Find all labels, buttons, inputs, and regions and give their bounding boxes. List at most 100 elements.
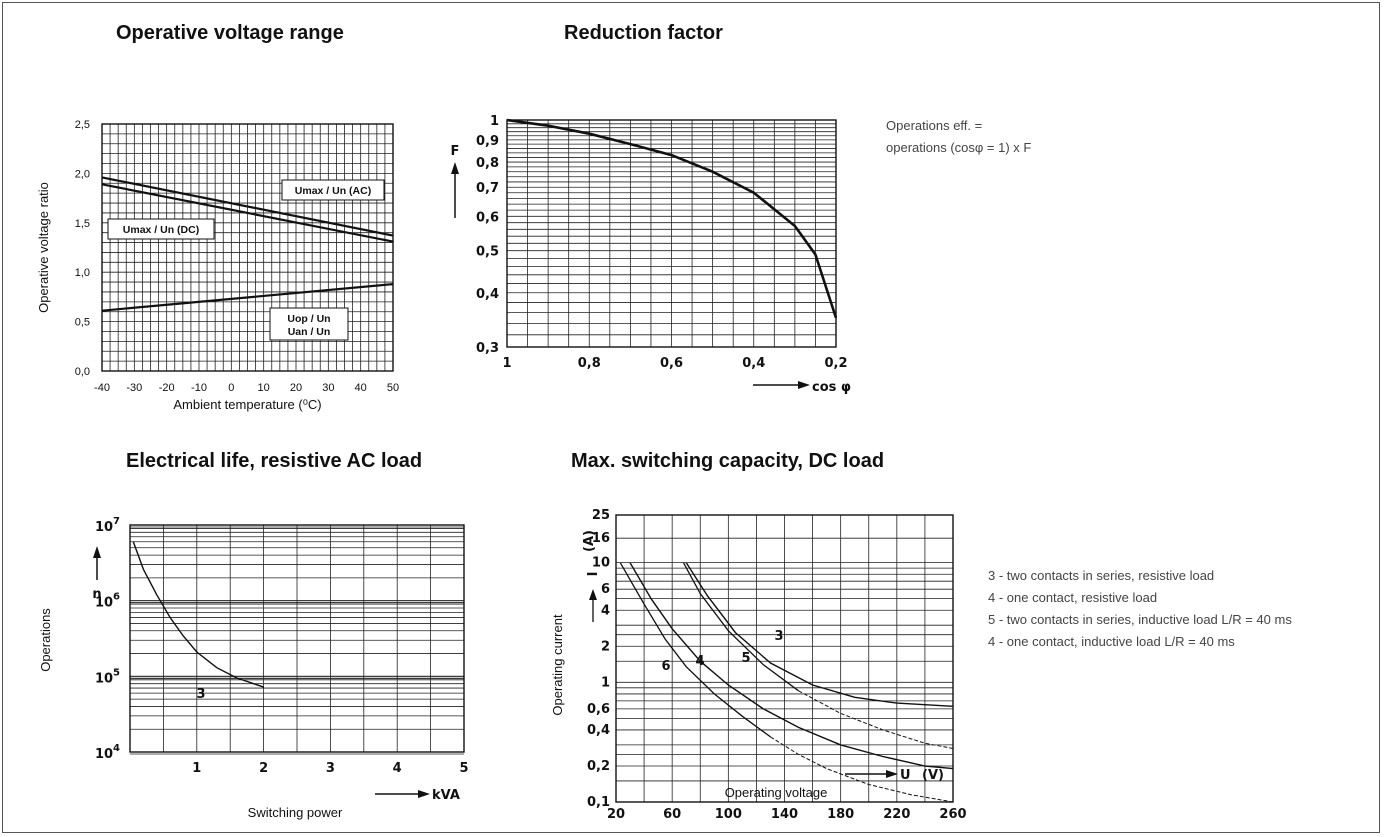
y-axis-label: F bbox=[451, 144, 460, 159]
x-tick-label: 0,2 bbox=[824, 356, 847, 371]
x-symbol-label: U bbox=[900, 768, 911, 783]
y-tick-label: 4 bbox=[601, 603, 610, 618]
x-tick-label: 40 bbox=[355, 382, 367, 394]
x-tick-label: 3 bbox=[326, 761, 335, 776]
series-line-1 bbox=[101, 176, 394, 237]
y-tick-label: 2 bbox=[601, 639, 610, 654]
plot-border bbox=[615, 514, 954, 803]
x-tick-label: 60 bbox=[663, 807, 681, 822]
curve-label: 3 bbox=[774, 629, 783, 644]
curve-label: 3 bbox=[196, 687, 205, 702]
x-tick-label: 260 bbox=[939, 807, 966, 822]
y-tick-label: 1,0 bbox=[75, 267, 90, 279]
x-tick-label: -30 bbox=[126, 382, 142, 394]
x-tick-label: 0,8 bbox=[578, 356, 601, 371]
x-tick-label: 10 bbox=[258, 382, 270, 394]
legend-item: 4 - one contact, inductive load L/R = 40… bbox=[988, 634, 1235, 649]
y-tick-label: 0,4 bbox=[587, 723, 610, 738]
x-tick-label: 30 bbox=[322, 382, 334, 394]
x-tick-label: 20 bbox=[607, 807, 625, 822]
y-tick-label: 1 bbox=[490, 114, 499, 129]
x-tick-label: 1 bbox=[192, 761, 201, 776]
legend-item: 3 - two contacts in series, resistive lo… bbox=[988, 568, 1215, 583]
series-label: Uop / Un bbox=[287, 313, 330, 325]
series-line-3 bbox=[132, 541, 264, 688]
y-tick-label: 16 bbox=[592, 531, 610, 546]
curve-label: 6 bbox=[661, 659, 670, 674]
y-arrow-head bbox=[589, 589, 597, 600]
y-tick-label: 0,3 bbox=[476, 341, 499, 356]
label-box bbox=[269, 307, 349, 341]
y-axis-label: Operations bbox=[38, 608, 53, 672]
series-line-3 bbox=[101, 283, 394, 312]
x-tick-label: 0,6 bbox=[660, 356, 683, 371]
x-arrow-head bbox=[798, 381, 810, 389]
label-box bbox=[107, 218, 215, 240]
x-axis-label: cos φ bbox=[812, 380, 851, 395]
x-arrow-head bbox=[418, 790, 430, 798]
x-tick-label: 1 bbox=[502, 356, 511, 371]
x-axis-label: Switching power bbox=[248, 805, 343, 820]
title-reduction-factor: Reduction factor bbox=[564, 22, 723, 44]
x-tick-label: 5 bbox=[459, 761, 468, 776]
series-line-2 bbox=[101, 183, 394, 243]
series-label-box: Umax / Un (AC) bbox=[281, 179, 385, 201]
y-axis-label: Operating current bbox=[550, 614, 565, 716]
grid bbox=[129, 524, 465, 755]
series-label: Umax / Un (DC) bbox=[123, 224, 199, 236]
x-axis-label: Operating voltage bbox=[725, 785, 828, 800]
y-tick-label: 0,5 bbox=[75, 317, 90, 329]
x-axis-label: Ambient temperature (⁰C) bbox=[173, 397, 321, 412]
series-line-5 bbox=[682, 562, 799, 692]
y-tick-label: 0,7 bbox=[476, 181, 499, 196]
y-tick-label: 2,0 bbox=[75, 168, 90, 180]
x-tick-label: 50 bbox=[387, 382, 399, 394]
series-line-6 bbox=[619, 562, 771, 738]
series-label-box: Umax / Un (DC) bbox=[107, 218, 215, 240]
x-tick-label: 20 bbox=[290, 382, 302, 394]
x-tick-label: -10 bbox=[191, 382, 207, 394]
y-axis-label: Operative voltage ratio bbox=[36, 182, 51, 313]
x-tick-label: -20 bbox=[159, 382, 175, 394]
series-line-3 bbox=[685, 562, 954, 707]
x-unit-label: kVA bbox=[432, 788, 460, 803]
series-line-f bbox=[506, 118, 838, 319]
series-line-6-tail bbox=[770, 736, 954, 803]
x-tick-label: 100 bbox=[715, 807, 742, 822]
y-tick-label: 0,6 bbox=[476, 210, 499, 225]
y-tick-label: 0,8 bbox=[476, 156, 499, 171]
y-tick-label: 0,4 bbox=[476, 287, 499, 302]
x-tick-label: 140 bbox=[771, 807, 798, 822]
x-arrow-head bbox=[886, 770, 898, 778]
x-tick-label: 4 bbox=[393, 761, 402, 776]
series-line-4 bbox=[629, 562, 954, 770]
y-tick-label: 0,0 bbox=[75, 366, 90, 378]
y-symbol-label: I bbox=[586, 572, 601, 577]
y-symbol-label: n bbox=[92, 587, 101, 602]
x-tick-label: 2 bbox=[259, 761, 268, 776]
plot-border bbox=[129, 524, 465, 753]
x-tick-label: 220 bbox=[883, 807, 910, 822]
legend-item: 5 - two contacts in series, inductive lo… bbox=[988, 612, 1292, 627]
y-tick-label: 2,5 bbox=[75, 119, 90, 131]
x-unit-label: (V) bbox=[922, 768, 944, 783]
x-tick-label: 0 bbox=[228, 382, 234, 394]
series-line-5-tail bbox=[798, 690, 954, 749]
reduction-note-line1: Operations eff. = bbox=[886, 118, 983, 133]
y-tick-label: 10 bbox=[592, 556, 610, 571]
y-arrow-head bbox=[93, 546, 101, 558]
y-tick-label: 1,5 bbox=[75, 218, 90, 230]
curve-label: 4 bbox=[695, 654, 704, 669]
y-tick-label: 1 bbox=[601, 675, 610, 690]
y-tick-label: 0,9 bbox=[476, 134, 499, 149]
y-tick-label: 0,5 bbox=[476, 245, 499, 260]
x-tick-label: -40 bbox=[94, 382, 110, 394]
y-tick-label: 0,1 bbox=[587, 795, 610, 810]
series-label: Umax / Un (AC) bbox=[295, 185, 371, 197]
